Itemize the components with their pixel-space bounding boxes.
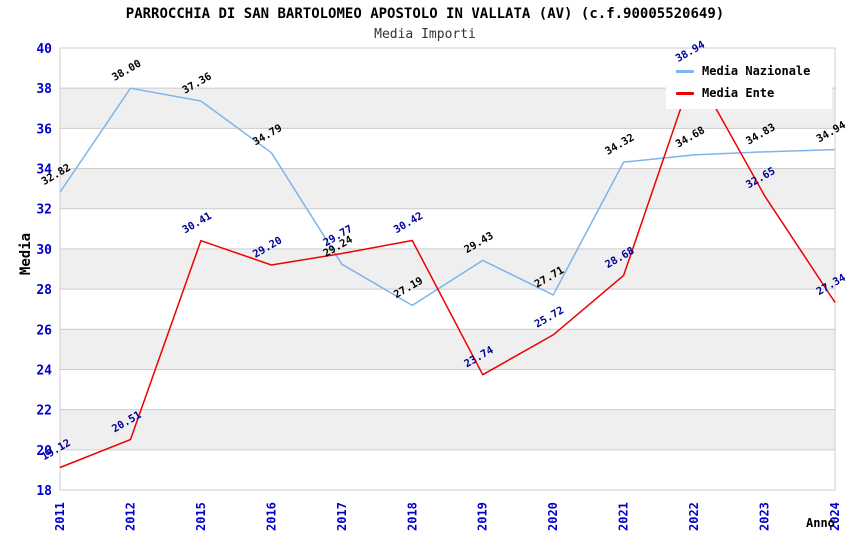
x-tick-label: 2012 (123, 502, 137, 531)
x-tick-label: 2020 (546, 502, 560, 531)
x-tick-label: 2017 (335, 502, 349, 531)
y-tick-label: 20 (36, 444, 52, 459)
y-tick-label: 40 (36, 42, 52, 57)
x-tick-label: 2016 (264, 502, 278, 531)
media-nazionale-line-swatch (676, 69, 694, 73)
x-tick-label: 2022 (687, 502, 701, 531)
x-tick-label: 2019 (476, 502, 490, 531)
x-tick-label: 2021 (617, 502, 631, 531)
y-tick-label: 34 (36, 163, 52, 178)
legend-label-media-nazionale: Media Nazionale (702, 64, 811, 78)
y-tick-label: 24 (36, 363, 52, 378)
y-tick-label: 22 (36, 404, 52, 419)
x-tick-label: 2023 (758, 502, 772, 531)
y-axis-title: Media (18, 232, 34, 276)
series-line-media-nazionale (59, 87, 836, 307)
legend-label-media-ente: Media Ente (702, 86, 775, 100)
x-tick-label: 2024 (828, 502, 842, 531)
legend: Media Nazionale Media Ente (666, 56, 832, 109)
chart-title: PARROCCHIA DI SAN BARTOLOMEO APOSTOLO IN… (125, 6, 725, 22)
plot-band (60, 329, 835, 370)
y-tick-label: 30 (36, 243, 52, 258)
x-tick-label: 2015 (194, 502, 208, 531)
y-tick-label: 26 (36, 323, 52, 338)
y-tick-label: 32 (36, 203, 52, 218)
plot-band (60, 168, 835, 209)
x-axis-title: Anno (806, 516, 835, 530)
y-tick-label: 18 (36, 484, 52, 499)
chart-subtitle: Media Importi (374, 27, 476, 42)
plot-border (59, 47, 836, 491)
x-tick-label: 2011 (53, 502, 67, 531)
legend-item-media-nazionale[interactable]: Media Nazionale (676, 64, 824, 78)
plot-band (60, 409, 835, 450)
x-tick-label: 2018 (405, 502, 419, 531)
legend-item-media-ente[interactable]: Media Ente (676, 86, 824, 100)
media-ente-line-swatch (676, 91, 694, 95)
y-tick-label: 38 (36, 82, 52, 97)
y-tick-label: 36 (36, 122, 52, 137)
y-tick-label: 28 (36, 283, 52, 298)
